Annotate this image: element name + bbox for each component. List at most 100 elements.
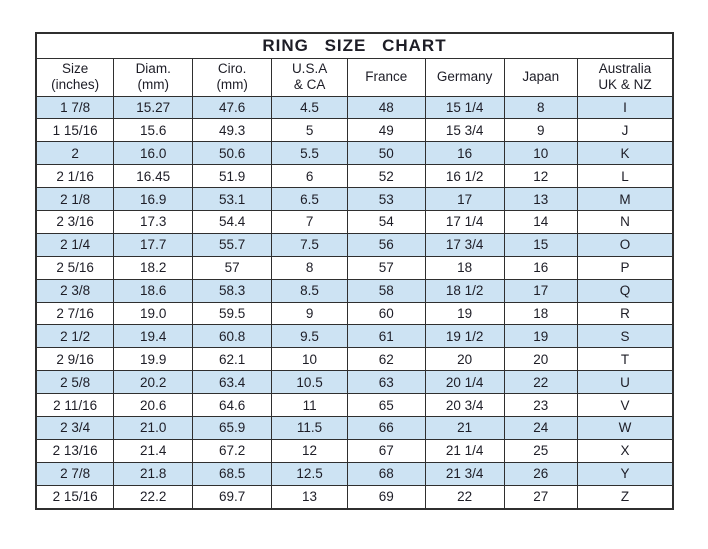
table-cell: 16.9 xyxy=(113,187,194,211)
table-cell: 18 xyxy=(503,301,578,326)
table-cell: X xyxy=(576,438,674,463)
table-cell: 26 xyxy=(503,461,578,486)
table-cell: 23 xyxy=(503,393,578,417)
table-cell: 11.5 xyxy=(271,415,348,440)
table-cell: 12 xyxy=(271,438,348,463)
column-header-line2: (inches) xyxy=(51,77,100,92)
table-cell: 7 xyxy=(271,209,348,234)
table-cell: R xyxy=(576,301,674,326)
table-row: 2 5/8 20.2 63.4 10.5 63 20 1/4 22 U xyxy=(35,370,674,395)
table-cell: 69 xyxy=(346,484,426,510)
table-row: 2 9/16 19.9 62.1 10 62 20 20 T xyxy=(35,347,674,372)
table-row: 1 15/16 15.6 49.3 5 49 15 3/4 9 J xyxy=(35,118,674,143)
table-cell: 52 xyxy=(346,164,426,189)
table-cell: 19.9 xyxy=(113,347,194,372)
table-cell: 20 xyxy=(503,347,578,372)
table-row: 2 5/16 18.2 57 8 57 18 16 P xyxy=(35,255,674,280)
table-cell: 9 xyxy=(503,118,578,143)
table-cell: 22 xyxy=(424,484,505,510)
table-cell: 9 xyxy=(271,301,348,326)
table-cell: 1 7/8 xyxy=(35,95,115,120)
column-header-line2: UK & NZ xyxy=(598,77,652,92)
table-cell: 20 3/4 xyxy=(424,393,505,417)
table-cell: 55.7 xyxy=(192,232,273,257)
table-cell: 21 3/4 xyxy=(424,461,505,486)
table-cell: 6 xyxy=(271,164,348,189)
table-cell: 68.5 xyxy=(192,461,273,486)
table-cell: 19.4 xyxy=(113,324,194,349)
table-cell: 10 xyxy=(271,347,348,372)
table-cell: 54.4 xyxy=(192,209,273,234)
table-cell: 15 3/4 xyxy=(424,118,505,143)
table-cell: 50.6 xyxy=(192,141,273,166)
table-cell: M xyxy=(576,187,674,211)
table-cell: 2 1/8 xyxy=(35,187,115,211)
table-cell: 2 9/16 xyxy=(35,347,115,372)
table-cell: 2 15/16 xyxy=(35,484,115,510)
column-header-line1: Ciro. xyxy=(217,61,247,77)
table-cell: 15.27 xyxy=(113,95,194,120)
table-cell: S xyxy=(576,324,674,349)
table-cell: 25 xyxy=(503,438,578,463)
table-cell: 16.45 xyxy=(113,164,194,189)
table-row: 2 1/8 16.9 53.1 6.5 53 17 13 M xyxy=(35,187,674,211)
table-cell: 20 1/4 xyxy=(424,370,505,395)
column-header-line2: (mm) xyxy=(216,77,248,92)
table-cell: 17 1/4 xyxy=(424,209,505,234)
table-cell: 10 xyxy=(503,141,578,166)
table-cell: 27 xyxy=(503,484,578,510)
column-header-line1: France xyxy=(365,69,408,85)
table-cell: 16 xyxy=(503,255,578,280)
column-header: Size (inches) xyxy=(35,57,115,97)
table-cell: 15.6 xyxy=(113,118,194,143)
table-cell: 64.6 xyxy=(192,393,273,417)
table-cell: 2 3/8 xyxy=(35,278,115,303)
table-cell: 56 xyxy=(346,232,426,257)
table-cell: 67.2 xyxy=(192,438,273,463)
table-cell: 2 13/16 xyxy=(35,438,115,463)
table-cell: 21.0 xyxy=(113,415,194,440)
table-cell: 54 xyxy=(346,209,426,234)
title-row: RING SIZE CHART xyxy=(35,32,674,59)
table-cell: 2 1/16 xyxy=(35,164,115,189)
table-cell: 7.5 xyxy=(271,232,348,257)
table-cell: 16 xyxy=(424,141,505,166)
table-cell: 17.3 xyxy=(113,209,194,234)
table-cell: T xyxy=(576,347,674,372)
table-cell: V xyxy=(576,393,674,417)
table-cell: 20.2 xyxy=(113,370,194,395)
table-cell: 53 xyxy=(346,187,426,211)
table-cell: L xyxy=(576,164,674,189)
table-cell: 19 xyxy=(503,324,578,349)
column-header-line1: Australia xyxy=(598,61,652,77)
table-cell: 1 15/16 xyxy=(35,118,115,143)
table-cell: 4.5 xyxy=(271,95,348,120)
table-cell: 17 3/4 xyxy=(424,232,505,257)
table-cell: P xyxy=(576,255,674,280)
table-cell: 12 xyxy=(503,164,578,189)
table-cell: 67 xyxy=(346,438,426,463)
table-cell: 50 xyxy=(346,141,426,166)
table-cell: 17 xyxy=(503,278,578,303)
table-cell: 19.0 xyxy=(113,301,194,326)
table-cell: 2 11/16 xyxy=(35,393,115,417)
column-header-line1: Size xyxy=(61,61,89,77)
table-cell: 65.9 xyxy=(192,415,273,440)
table-cell: 2 3/16 xyxy=(35,209,115,234)
column-header-line2: & CA xyxy=(293,77,326,92)
table-cell: 14 xyxy=(503,209,578,234)
table-cell: 51.9 xyxy=(192,164,273,189)
table-cell: 11 xyxy=(271,393,348,417)
table-cell: N xyxy=(576,209,674,234)
table-cell: 68 xyxy=(346,461,426,486)
table-cell: 8.5 xyxy=(271,278,348,303)
table-cell: 10.5 xyxy=(271,370,348,395)
table-cell: I xyxy=(576,95,674,120)
table-cell: 2 7/8 xyxy=(35,461,115,486)
table-cell: 22.2 xyxy=(113,484,194,510)
column-header-line1: Diam. xyxy=(135,61,171,77)
table-cell: K xyxy=(576,141,674,166)
table-row: 2 16.0 50.6 5.5 50 16 10 K xyxy=(35,141,674,166)
table-cell: 17 xyxy=(424,187,505,211)
